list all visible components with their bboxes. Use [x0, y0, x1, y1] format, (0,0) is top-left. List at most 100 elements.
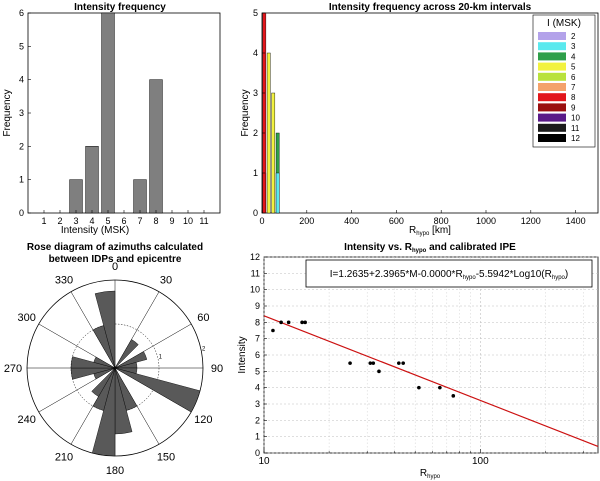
- chart2-y-label: Frequency: [240, 89, 251, 136]
- bar-bin-60-intensity-3: [275, 172, 280, 214]
- rose-sector-285: [93, 356, 116, 369]
- chart1-x-ticks: 1 2 3 4 5 6 7 8 9 10 11: [41, 210, 209, 226]
- rose-angle-label-180: 180: [106, 465, 124, 477]
- chart4-title-pre: Intensity vs. R: [344, 242, 413, 253]
- rose-radial-label-2: 2: [202, 347, 206, 353]
- data-point-8: [377, 369, 381, 374]
- chart2-x-label-main: R: [409, 225, 416, 236]
- equation-post: ): [565, 269, 568, 280]
- x-tick-label: 4: [89, 216, 94, 226]
- y-tick-label: 4: [19, 75, 24, 85]
- ipe-scatter-chart: Intensity vs. Rhypo and calibrated IPE 0…: [237, 242, 599, 480]
- bar-intensity-7: [133, 179, 147, 214]
- bar-bin-0-intensity-8: [262, 12, 267, 214]
- chart1-y-ticks: 0 1 2 3 4 5 6: [19, 8, 31, 218]
- legend-label-12: 12: [571, 134, 580, 143]
- x-tick-label: 1: [41, 216, 46, 226]
- legend-label-2: 2: [571, 32, 576, 41]
- rose-title-line2: between IDPs and epicentre: [49, 254, 182, 265]
- rose-angle-label-330: 330: [55, 275, 73, 287]
- y-tick-label: 2: [255, 415, 260, 425]
- x-tick-label: 400: [344, 216, 359, 226]
- bar-intensity-8: [149, 79, 163, 214]
- rose-angle-label-210: 210: [55, 451, 73, 463]
- equation-box: [305, 259, 593, 288]
- x-tick-label: 11: [199, 216, 208, 226]
- data-point-4: [303, 320, 307, 325]
- rose-angle-label-90: 90: [211, 363, 223, 375]
- equation-mid: -5.5942*Log10(R: [476, 269, 552, 280]
- rose-angle-label-30: 30: [160, 275, 172, 287]
- legend-title: I (MSK): [547, 18, 581, 29]
- legend-label-7: 7: [571, 83, 576, 92]
- rose-angle-label-150: 150: [157, 451, 175, 463]
- legend-label-11: 11: [571, 124, 580, 133]
- y-tick-label: 6: [19, 8, 24, 18]
- legend-swatch-10: [538, 113, 566, 122]
- rose-sector-60: [114, 351, 148, 369]
- x-tick-label: 3: [73, 216, 78, 226]
- y-tick-label: 7: [255, 334, 260, 344]
- chart4-points: [271, 320, 456, 398]
- legend-label-3: 3: [571, 42, 576, 51]
- rose-angle-label-300: 300: [17, 312, 35, 324]
- bar-intensity-3: [69, 179, 83, 214]
- chart1-bars: [69, 12, 163, 214]
- rose-sectors: [70, 290, 201, 457]
- rose-radial-labels: 12: [159, 347, 206, 361]
- legend-swatch-9: [538, 103, 566, 112]
- x-tick-label: 0: [259, 216, 264, 226]
- y-tick-label: 1: [253, 168, 258, 178]
- x-tick-label: 1000: [476, 216, 496, 226]
- y-tick-label: 3: [255, 399, 260, 409]
- y-tick-label: 5: [19, 41, 24, 51]
- data-point-10: [401, 361, 405, 365]
- x-tick-label: 10: [183, 216, 193, 226]
- chart4-title-sub: hypo: [412, 248, 427, 254]
- y-tick-label: 2: [19, 141, 24, 151]
- chart4-title-post: and calibrated IPE: [426, 242, 516, 253]
- chart1-title: Intensity frequency: [74, 2, 166, 13]
- y-tick-label: 3: [253, 88, 258, 98]
- x-tick-label: 200: [299, 216, 314, 226]
- legend-label-9: 9: [571, 103, 576, 112]
- rose-angle-labels: 0 30 60 90 120 150 180 210 240 270 300 330: [4, 261, 223, 477]
- data-point-3: [300, 320, 304, 325]
- bar-bin-40-intensity-5: [271, 92, 276, 214]
- legend-label-4: 4: [571, 52, 576, 61]
- y-tick-label: 0: [255, 448, 260, 458]
- x-tick-label: 9: [169, 216, 174, 226]
- x-tick-label: 1200: [521, 216, 541, 226]
- y-tick-label: 4: [253, 48, 258, 58]
- y-tick-label: 11: [251, 268, 260, 278]
- chart4-x-label-main: R: [420, 468, 427, 479]
- legend-swatch-2: [538, 32, 566, 40]
- y-tick-label: 1: [255, 432, 260, 442]
- x-tick-label: 6: [121, 216, 126, 226]
- rose-angle-label-120: 120: [194, 414, 212, 426]
- data-point-9: [397, 361, 401, 365]
- legend-swatch-3: [538, 42, 566, 51]
- y-tick-label: 5: [253, 8, 258, 18]
- data-point-2: [286, 320, 291, 325]
- x-tick-label: 100: [472, 456, 489, 467]
- y-tick-label: 5: [255, 366, 260, 376]
- data-point-11: [417, 385, 421, 390]
- y-tick-label: 3: [19, 108, 24, 118]
- equation-text: I=1.2635+2.3965*M-0.0000*Rhypo-5.5942*Lo…: [330, 269, 568, 281]
- fit-line: [263, 315, 599, 448]
- legend-swatch-4: [538, 52, 566, 61]
- chart2-y-ticks: 0 1 2 3 4 5: [253, 8, 265, 218]
- intensity-frequency-chart: Intensity frequency 1 2 3 4 5 6 7 8 9 10 11 0 1 2 3 4 5…: [2, 2, 221, 236]
- y-tick-label: 2: [253, 128, 258, 138]
- y-tick-label: 12: [250, 252, 260, 262]
- y-tick-label: 10: [250, 285, 260, 295]
- legend-label-8: 8: [571, 93, 576, 102]
- chart4-x-label-sub: hypo: [427, 474, 441, 480]
- rose-angle-label-60: 60: [197, 312, 209, 324]
- rose-sector-330: [92, 325, 116, 369]
- rose-angle-label-270: 270: [4, 363, 22, 375]
